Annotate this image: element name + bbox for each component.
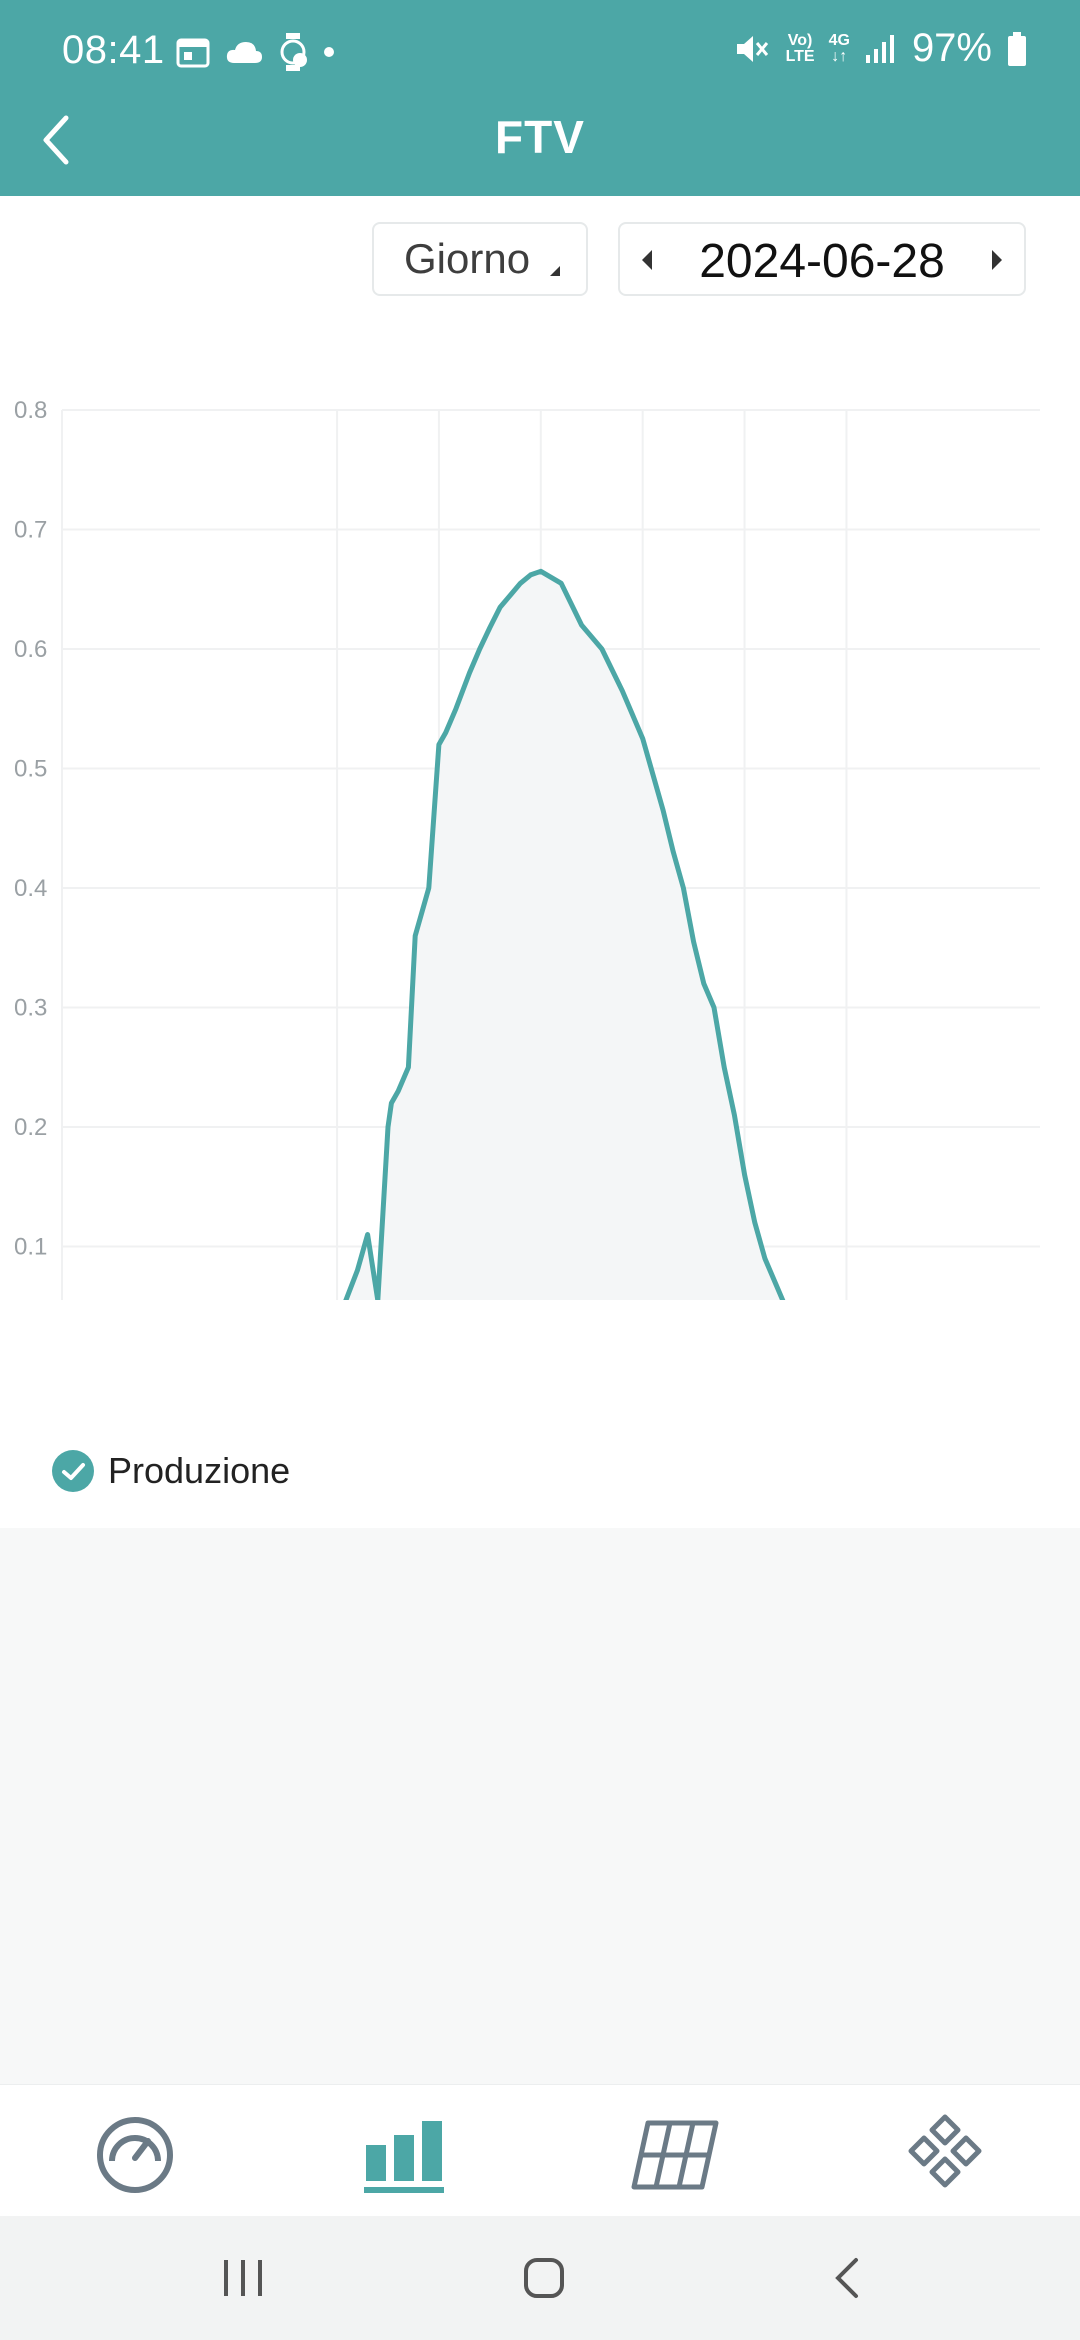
recents-icon[interactable]: [220, 2256, 266, 2300]
status-time: 08:41: [62, 28, 165, 72]
volte-icon: Vo) LTE: [785, 31, 815, 65]
period-dropdown[interactable]: Giorno: [372, 222, 588, 296]
y-tick-label: 0.7: [14, 517, 47, 544]
legend-item-produzione[interactable]: Produzione: [52, 1450, 290, 1492]
series-area-produzione: [345, 571, 783, 1300]
4g-icon: 4G ↓↑: [828, 31, 850, 65]
dot-icon: [324, 47, 334, 57]
y-tick-label: 0.8: [14, 397, 47, 424]
previous-date-button[interactable]: [632, 242, 662, 278]
period-label: Giorno: [404, 235, 531, 282]
y-tick-label: 0.1: [14, 1234, 47, 1261]
signal-icon: [865, 34, 894, 63]
mute-icon: [736, 35, 768, 62]
back-button[interactable]: [34, 110, 80, 170]
nav-grid-diamond-icon[interactable]: [900, 2113, 990, 2197]
nav-solar-panel-icon[interactable]: [630, 2113, 720, 2197]
bottom-navigation: [0, 2084, 1080, 2217]
home-icon[interactable]: [522, 2256, 566, 2300]
watch-icon: [280, 33, 307, 71]
calendar-icon: [176, 38, 210, 68]
legend-label: Produzione: [108, 1450, 291, 1491]
production-chart: 00.10.20.30.40.50.60.70.800:0006:4509:15…: [14, 397, 1040, 1300]
battery-icon: [1008, 31, 1026, 66]
y-tick-label: 0.3: [14, 995, 47, 1022]
nav-gauge-icon[interactable]: [90, 2113, 180, 2197]
page-title: FTV: [495, 111, 585, 163]
volte-label-bottom: LTE: [785, 47, 815, 65]
cloud-icon: [226, 42, 262, 63]
status-icons-left: [176, 32, 336, 72]
date-value[interactable]: 2024-06-28: [699, 235, 945, 288]
system-back-icon[interactable]: [832, 2256, 862, 2300]
status-icons-right: Vo) LTE 4G ↓↑ 97%: [734, 26, 1028, 71]
nav-bar-chart-icon[interactable]: [360, 2113, 450, 2197]
chart-card: Giorno 2024-06-28 00.10.20.30.40.50.60.7…: [0, 196, 1080, 1528]
network-label: 4G: [828, 31, 850, 49]
system-navigation: [0, 2216, 1080, 2340]
battery-text: 97%: [911, 26, 992, 70]
y-tick-label: 0.2: [14, 1114, 47, 1141]
volte-label-top: Vo): [787, 31, 813, 49]
y-tick-label: 0.4: [14, 875, 47, 902]
date-picker: 2024-06-28: [618, 222, 1026, 296]
y-tick-label: 0.5: [14, 756, 47, 783]
arrows-label: ↓↑: [831, 47, 848, 65]
y-tick-label: 0.6: [14, 636, 47, 663]
next-date-button[interactable]: [982, 242, 1012, 278]
dropdown-caret-icon: [550, 266, 560, 276]
check-icon: [52, 1450, 94, 1492]
app-header: 08:41 Vo) LTE 4G ↓↑: [0, 0, 1080, 196]
